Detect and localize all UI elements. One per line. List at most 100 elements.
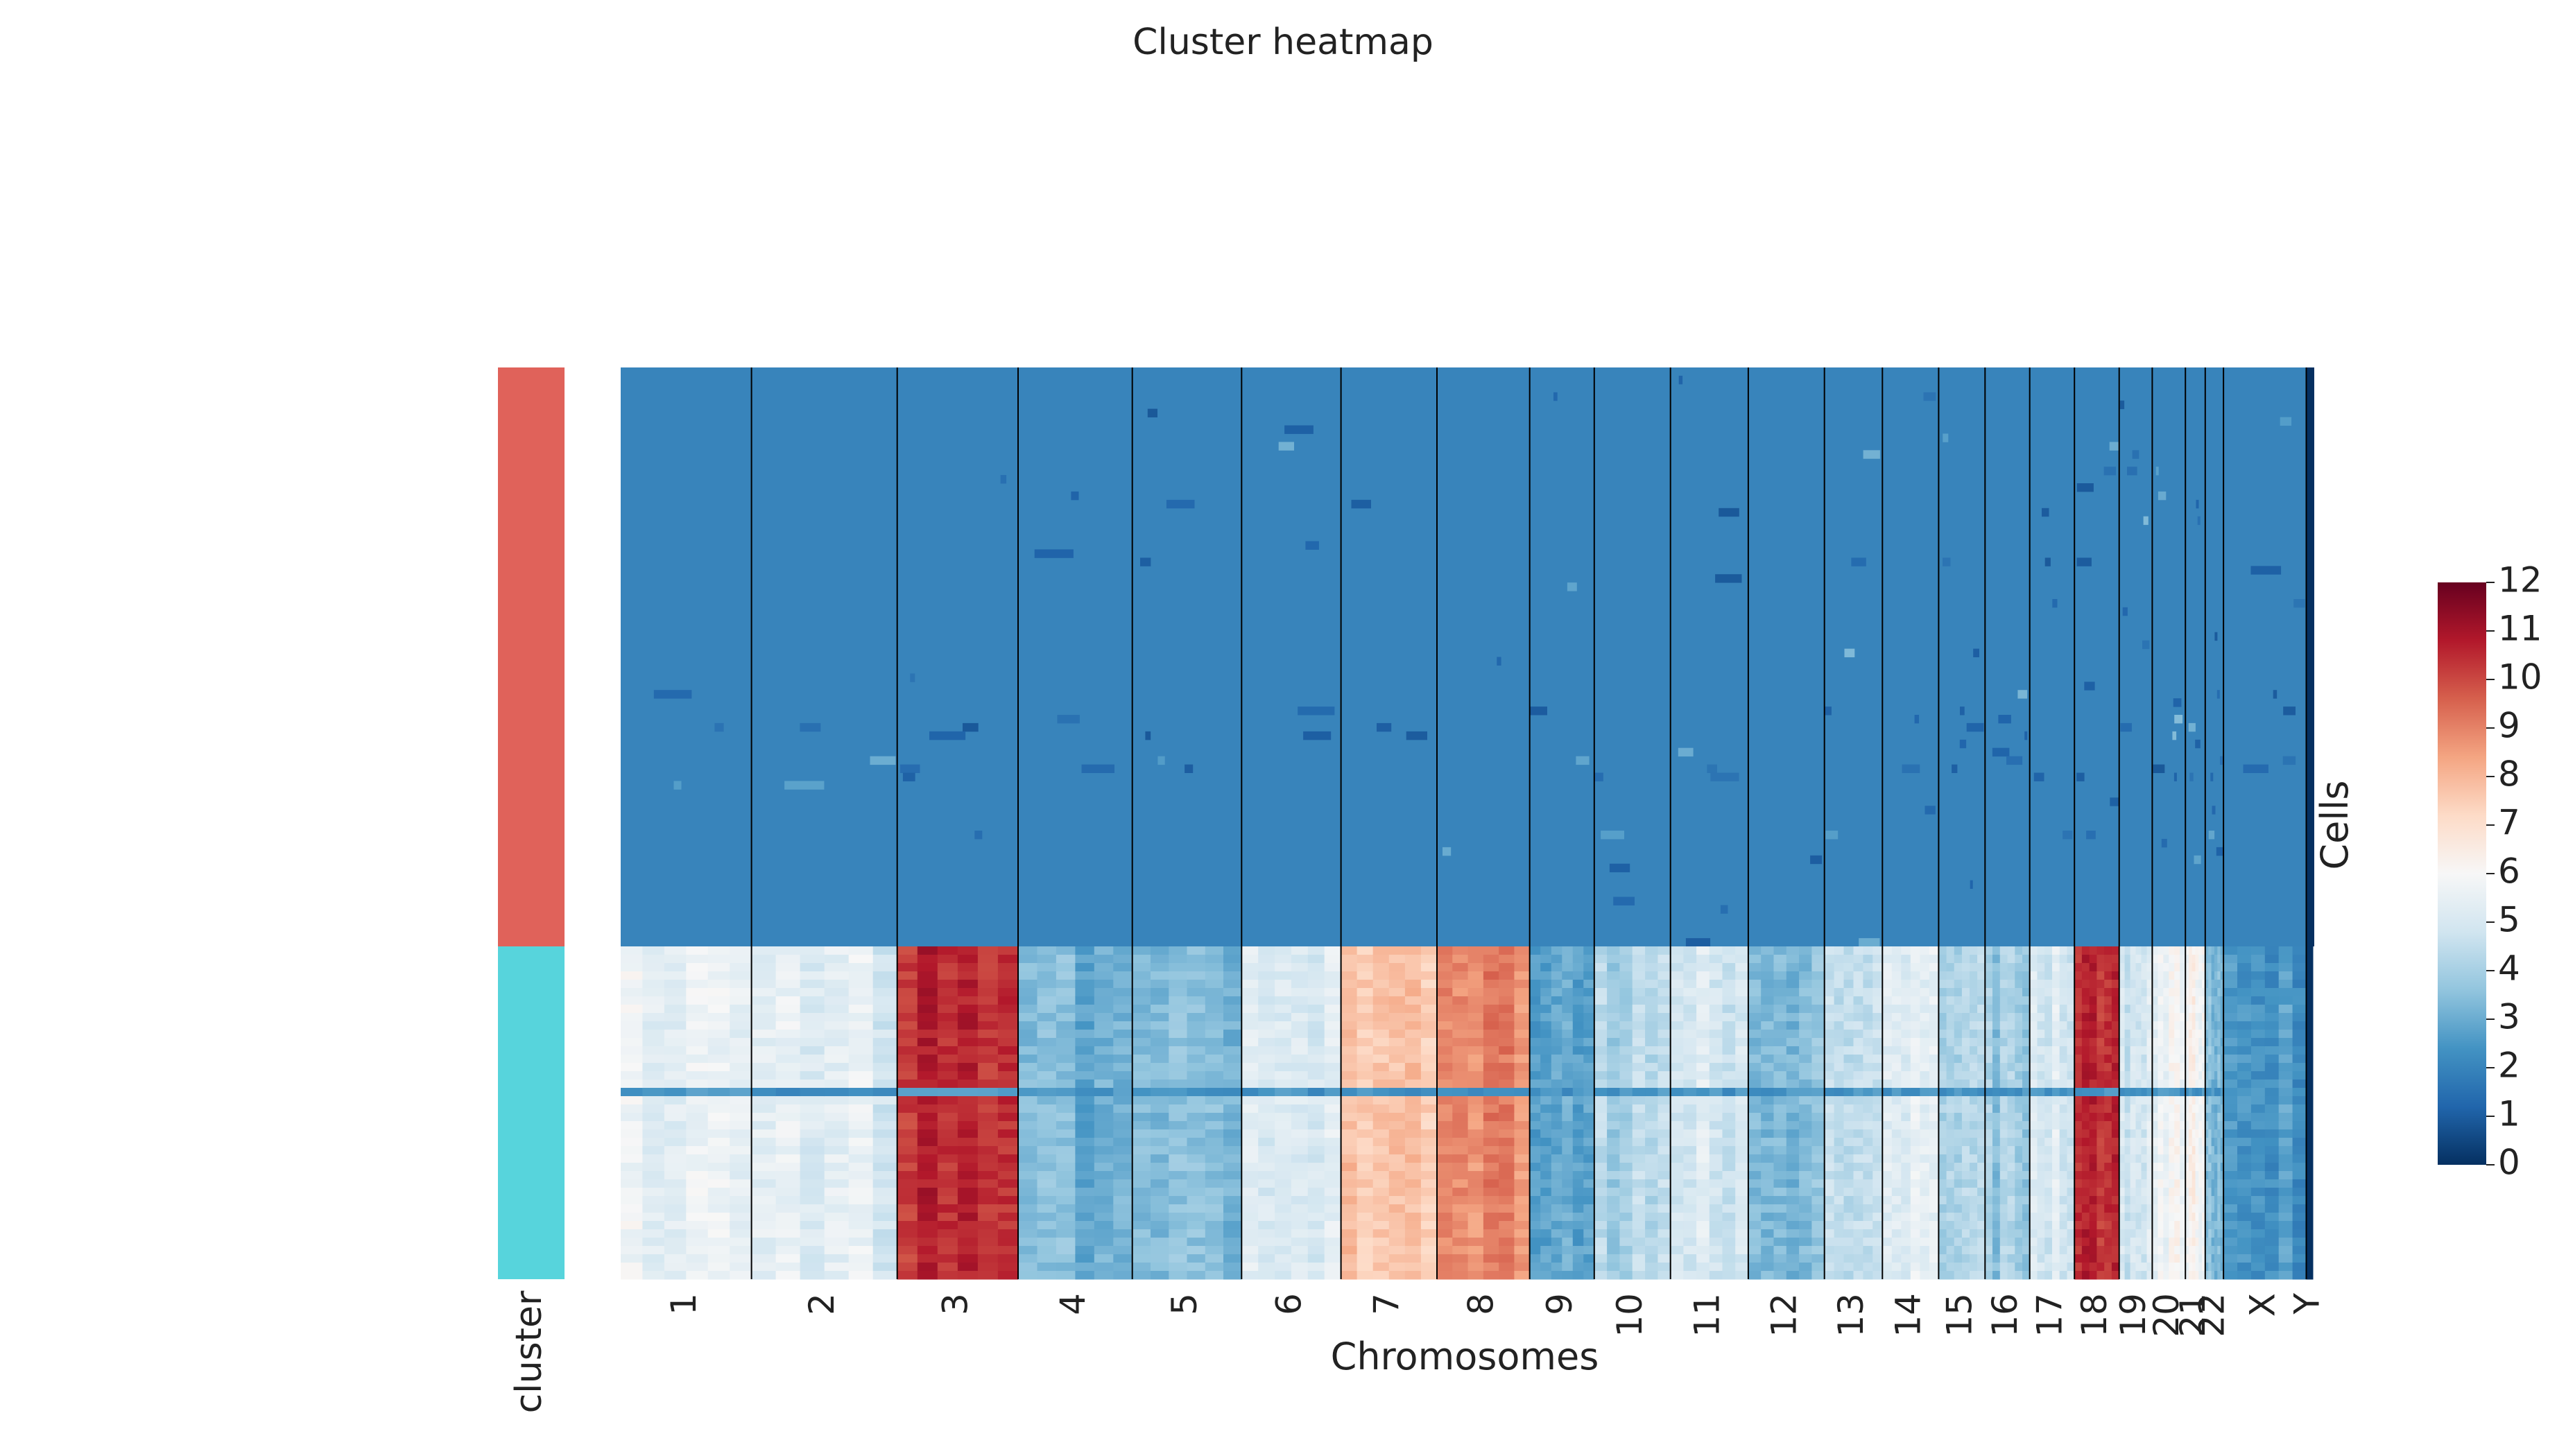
heatmap-cell [1307, 1254, 1325, 1263]
heatmap-cell [1999, 1096, 2008, 1105]
heatmap-cell [957, 1221, 979, 1230]
heatmap-cell [2130, 1080, 2137, 1089]
heatmap-cell [1341, 1254, 1358, 1263]
heatmap-cell [1075, 1154, 1095, 1163]
heatmap-cell [1834, 1080, 1844, 1089]
heatmap-cell [1619, 1096, 1633, 1105]
heatmap-cell [1467, 1080, 1484, 1089]
heatmap-cell [1961, 1154, 1970, 1163]
heatmap-cell [2124, 980, 2131, 989]
heatmap-cell [1357, 1188, 1374, 1197]
heatmap-cell [1670, 1088, 1684, 1097]
heatmap-cell [664, 1221, 687, 1230]
heatmap-cell [2037, 1055, 2045, 1064]
heatmap-cell [1683, 1154, 1697, 1163]
heatmap-cell [621, 1154, 643, 1163]
heatmap-cell [1882, 1163, 1893, 1172]
heatmap-cell [1872, 1063, 1883, 1072]
heatmap-cell [1970, 1246, 1978, 1255]
heatmap-cell [1961, 1113, 1970, 1122]
heatmap-cell [1205, 1013, 1224, 1022]
heatmap-cell [1187, 1046, 1206, 1055]
heatmap-cell [1437, 996, 1453, 1005]
heatmap-cell [1938, 1071, 1947, 1080]
heatmap-cell [1540, 1113, 1552, 1122]
heatmap-cell [1275, 1221, 1292, 1230]
heatmap-cell [1696, 1055, 1710, 1064]
heatmap-cell [1999, 971, 2008, 980]
heatmap-cell [1388, 1021, 1406, 1030]
heatmap-cell [1954, 980, 1963, 989]
heatmap-cell [1037, 1138, 1057, 1147]
heatmap-cell [642, 1005, 665, 1014]
heatmap-cell [1853, 971, 1863, 980]
heatmap-cell [1594, 1080, 1608, 1089]
heatmap-cell [1970, 1021, 1978, 1030]
heatmap-cell [1645, 1254, 1658, 1263]
heatmap-cell [664, 1046, 687, 1055]
heatmap-cell [1151, 1113, 1169, 1122]
heatmap-cell [1992, 996, 2001, 1005]
heatmap-cell [872, 1254, 898, 1263]
heatmap-cell [1357, 1005, 1374, 1014]
heatmap-cell [1961, 988, 1970, 997]
heatmap-cell [2052, 1138, 2060, 1147]
heatmap-cell [1113, 1188, 1133, 1197]
heatmap-cell [2044, 1005, 2053, 1014]
heatmap-cell [1562, 1129, 1574, 1138]
heatmap-cell [2130, 955, 2137, 964]
heatmap-cell [1499, 1154, 1515, 1163]
heatmap-cell [642, 1196, 665, 1205]
heatmap-cell [1514, 1046, 1531, 1055]
heatmap-cell [1562, 1221, 1574, 1230]
heatmap-cell [1056, 1005, 1076, 1014]
heatmap-cell [1307, 1179, 1325, 1188]
heatmap-cell [1132, 1263, 1151, 1272]
heatmap-cell [1683, 1013, 1697, 1022]
heatmap-cell [957, 1213, 979, 1222]
heatmap-cell [1307, 1021, 1325, 1030]
heatmap-cell [1094, 1154, 1114, 1163]
heatmap-cell [1863, 1221, 1873, 1230]
heatmap-cell [800, 1113, 825, 1122]
heatmap-cell [917, 1254, 938, 1263]
heatmap-cell [2141, 1005, 2147, 1014]
heatmap-cell [1920, 1129, 1930, 1138]
heatmap-cell [2074, 1213, 2083, 1222]
heatmap-cell [2141, 1163, 2147, 1172]
heatmap-cell [1920, 1204, 1930, 1213]
heatmap-cell [1113, 1138, 1133, 1147]
heatmap-cell [2163, 1080, 2169, 1089]
heatmap-cell [2119, 1229, 2126, 1238]
heatmap-cell [1946, 1013, 1955, 1022]
heatmap-cell [2037, 1238, 2045, 1247]
heatmap-cell [1056, 1055, 1076, 1064]
heatmap-cell [917, 963, 938, 972]
heatmap-cell [848, 1080, 874, 1089]
heatmap-cell [2044, 1163, 2053, 1172]
heatmap-cell [1094, 1030, 1114, 1039]
heatmap-cell [1853, 1163, 1863, 1172]
heatmap-cell [2067, 988, 2075, 997]
heatmap-cell [1169, 1238, 1188, 1247]
heatmap-cell [775, 1246, 801, 1255]
heatmap-cell [1619, 946, 1633, 955]
heatmap-cell [1452, 1104, 1469, 1113]
heatmap-cell [1372, 1221, 1390, 1230]
heatmap-cell [1341, 1138, 1358, 1147]
heatmap-cell [1992, 946, 2001, 955]
heatmap-cell [1514, 1263, 1531, 1272]
heatmap-cell [1372, 946, 1390, 955]
heatmap-cell [1372, 1088, 1390, 1097]
heatmap-cell [1514, 1221, 1531, 1230]
heatmap-cell [2059, 1071, 2067, 1080]
heatmap-cell [1999, 1179, 2008, 1188]
heatmap-cell [1863, 1171, 1873, 1180]
heatmap-cell [1075, 1021, 1095, 1030]
heatmap-cell [848, 1238, 874, 1247]
heatmap-cell [1709, 1246, 1723, 1255]
heatmap-cell [997, 1246, 1019, 1255]
heatmap-cell [1843, 1063, 1854, 1072]
heatmap-cell [2135, 1238, 2142, 1247]
heatmap-cell [2111, 946, 2120, 955]
